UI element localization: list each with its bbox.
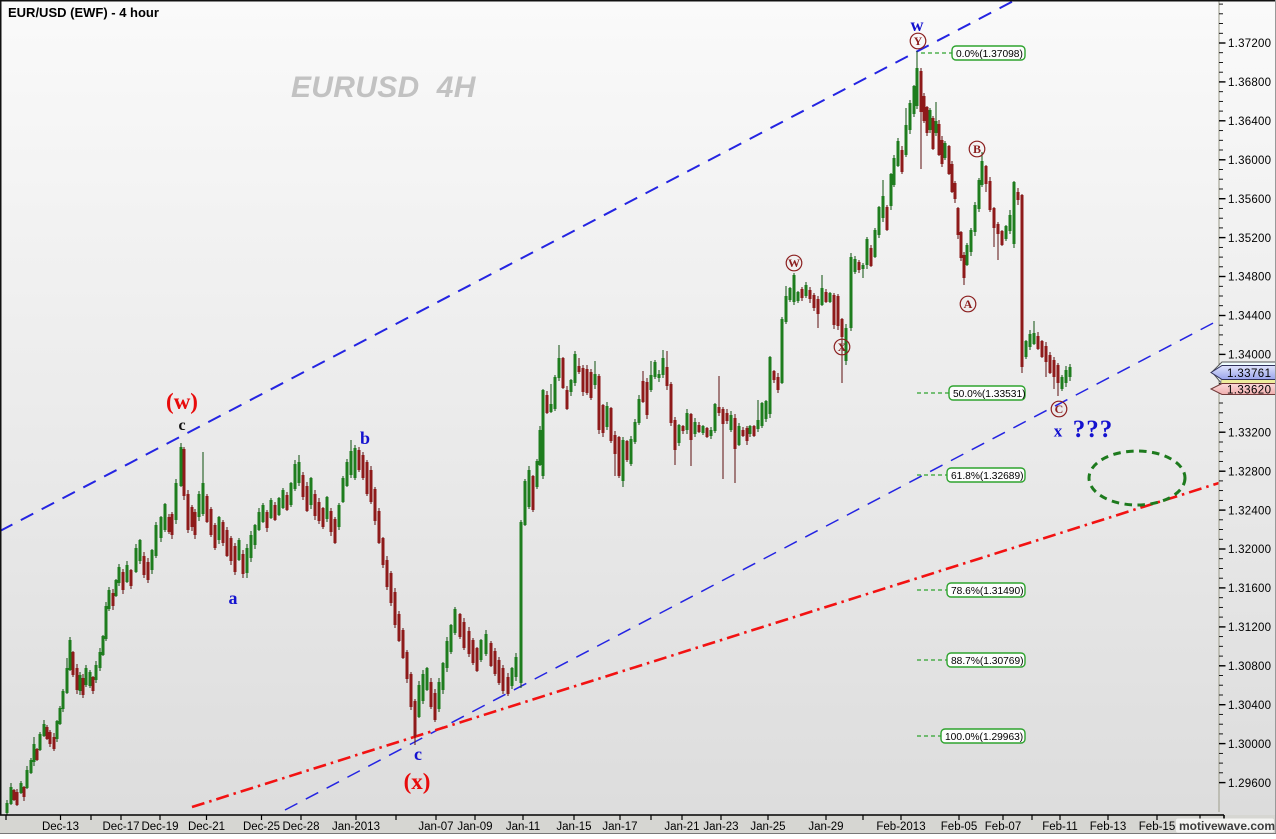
svg-text:1.36400: 1.36400 <box>1228 116 1271 128</box>
svg-text:Feb-07: Feb-07 <box>985 821 1021 833</box>
svg-text:a: a <box>229 588 238 608</box>
svg-text:motivewave.com: motivewave.com <box>1179 819 1275 833</box>
svg-text:1.35600: 1.35600 <box>1228 194 1271 206</box>
svg-text:(w): (w) <box>166 389 198 414</box>
svg-text:61.8%(1.32689): 61.8%(1.32689) <box>951 471 1024 482</box>
svg-text:1.31600: 1.31600 <box>1228 583 1271 595</box>
svg-text:Jan-21: Jan-21 <box>664 821 699 833</box>
svg-text:0.0%(1.37098): 0.0%(1.37098) <box>956 49 1023 60</box>
svg-text:Feb-15: Feb-15 <box>1139 821 1175 833</box>
svg-text:1.32000: 1.32000 <box>1228 544 1271 556</box>
svg-text:Jan-11: Jan-11 <box>506 821 540 833</box>
svg-text:1.32400: 1.32400 <box>1228 505 1271 517</box>
svg-text:1.31200: 1.31200 <box>1228 622 1271 634</box>
svg-text:Dec-21: Dec-21 <box>188 821 225 833</box>
svg-text:Dec-19: Dec-19 <box>141 821 178 833</box>
svg-text:Jan-29: Jan-29 <box>808 821 843 833</box>
svg-text:1.34400: 1.34400 <box>1228 311 1271 323</box>
svg-text:C: C <box>1055 402 1064 416</box>
svg-text:1.30000: 1.30000 <box>1228 739 1271 751</box>
svg-text:1.35200: 1.35200 <box>1228 233 1271 245</box>
svg-text:Jan-15: Jan-15 <box>556 821 591 833</box>
svg-text:1.33200: 1.33200 <box>1228 427 1271 439</box>
svg-text:1.30800: 1.30800 <box>1228 661 1271 673</box>
svg-text:Dec-28: Dec-28 <box>282 821 319 833</box>
svg-text:Feb-13: Feb-13 <box>1090 821 1126 833</box>
svg-text:Feb-2013: Feb-2013 <box>876 821 925 833</box>
svg-text:(x): (x) <box>404 769 431 794</box>
svg-text:c: c <box>414 744 422 764</box>
svg-text:100.0%(1.29963): 100.0%(1.29963) <box>945 732 1023 743</box>
svg-text:1.30400: 1.30400 <box>1228 700 1271 712</box>
svg-text:1.29600: 1.29600 <box>1228 778 1271 790</box>
svg-text:X: X <box>838 340 847 354</box>
svg-text:Jan-09: Jan-09 <box>457 821 492 833</box>
svg-text:Y: Y <box>914 34 923 48</box>
svg-text:50.0%(1.33531): 50.0%(1.33531) <box>953 389 1026 400</box>
svg-text:Feb-05: Feb-05 <box>941 821 977 833</box>
svg-text:W: W <box>788 256 800 270</box>
svg-text:Jan-2013: Jan-2013 <box>332 821 380 833</box>
svg-text:Dec-17: Dec-17 <box>102 821 139 833</box>
svg-text:EURUSD 4H: EURUSD 4H <box>291 71 477 104</box>
svg-text:Jan-07: Jan-07 <box>418 821 453 833</box>
svg-text:Dec-25: Dec-25 <box>243 821 280 833</box>
svg-text:1.36800: 1.36800 <box>1228 77 1271 89</box>
svg-text:EUR/USD (EWF) - 4 hour: EUR/USD (EWF) - 4 hour <box>8 5 159 20</box>
svg-text:c: c <box>178 417 185 434</box>
svg-text:Feb-11: Feb-11 <box>1042 821 1078 833</box>
svg-text:A: A <box>964 297 973 311</box>
svg-text:1.32800: 1.32800 <box>1228 466 1271 478</box>
svg-text:1.33620: 1.33620 <box>1227 384 1271 396</box>
svg-text:Dec-13: Dec-13 <box>42 821 79 833</box>
svg-text:1.33761: 1.33761 <box>1227 368 1271 380</box>
svg-text:1.34800: 1.34800 <box>1228 272 1271 284</box>
svg-text:Jan-17: Jan-17 <box>602 821 637 833</box>
svg-text:88.7%(1.30769): 88.7%(1.30769) <box>951 656 1024 667</box>
svg-text:Jan-23: Jan-23 <box>703 821 738 833</box>
svg-text:b: b <box>360 428 370 448</box>
svg-text:1.37200: 1.37200 <box>1228 38 1271 50</box>
svg-text:1.34000: 1.34000 <box>1228 350 1271 362</box>
svg-text:w: w <box>911 15 924 35</box>
svg-text:Jan-25: Jan-25 <box>750 821 785 833</box>
svg-text:???: ??? <box>1073 416 1114 443</box>
svg-text:78.6%(1.31490): 78.6%(1.31490) <box>951 586 1024 597</box>
svg-text:B: B <box>973 142 981 156</box>
svg-text:x: x <box>1054 422 1063 441</box>
svg-text:1.36000: 1.36000 <box>1228 155 1271 167</box>
